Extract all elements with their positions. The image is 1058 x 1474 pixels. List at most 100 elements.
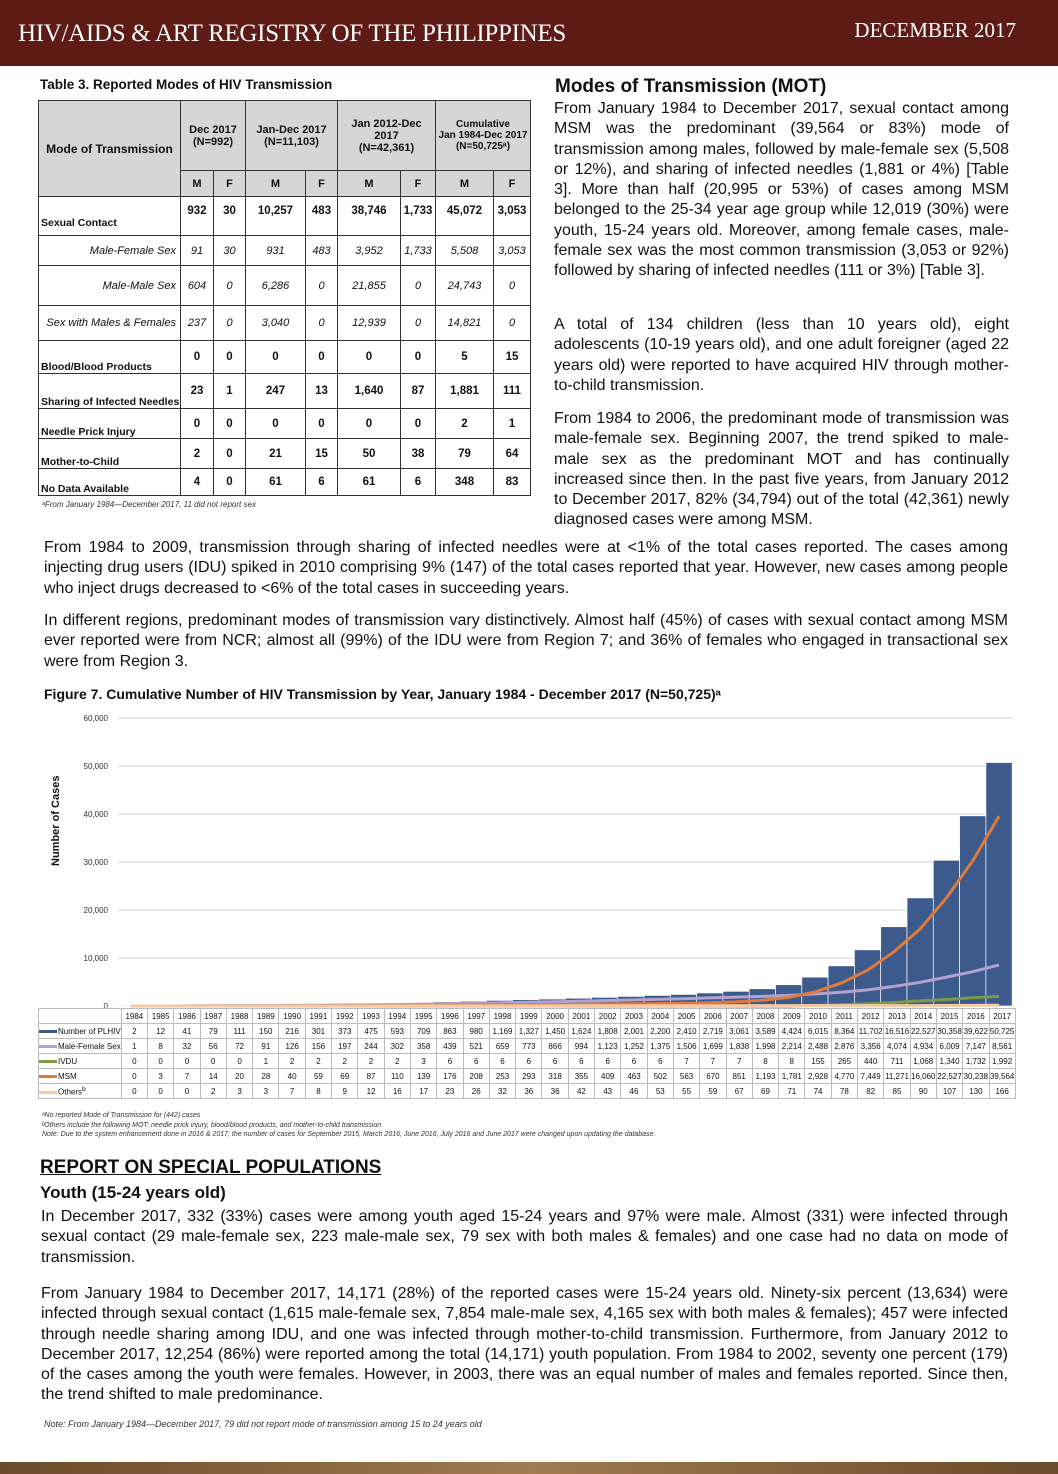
data-label: 46	[620, 1083, 648, 1099]
year-label: 2008	[751, 1008, 780, 1024]
table3-cell: 0	[213, 438, 246, 469]
legend-row: Number of PLHIV 2 12 41 79 111 150 216 301 373 475…	[38, 1023, 1016, 1039]
group-header: Dec 2017 (N=992)	[180, 100, 246, 171]
legend-label: Male-Female Sex	[58, 1041, 121, 1051]
year-label: 2015	[935, 1008, 964, 1024]
data-label: 2	[304, 1053, 333, 1069]
data-label: 502	[646, 1068, 674, 1084]
table3: Mode of Transmission Dec 2017 (N=992) Jan…	[38, 100, 531, 496]
year-label: 2004	[646, 1008, 674, 1024]
table3-cell: 1,733	[400, 235, 436, 266]
legend-label: MSM	[58, 1071, 77, 1081]
sex-header-m: M	[245, 170, 306, 197]
table3-cell: 111	[493, 373, 531, 409]
data-label: 301	[304, 1023, 333, 1039]
data-label: 6,009	[935, 1038, 964, 1054]
table3-cell: 604	[180, 265, 214, 306]
table3-cell: 15	[305, 438, 338, 469]
mot-paragraph-2: A total of 134 children (less than 10 ye…	[554, 316, 1009, 394]
data-label: 40	[278, 1068, 306, 1084]
table3-row: Needle Prick Injury 0 0 0 0 0 0 2 1	[38, 408, 531, 439]
year-label: 1999	[515, 1008, 543, 1024]
table3-cell: 0	[213, 408, 246, 439]
data-label: 7	[725, 1053, 753, 1069]
data-label: 475	[357, 1023, 385, 1039]
data-label: 22,527	[935, 1068, 964, 1084]
year-label: 1998	[488, 1008, 517, 1024]
table3-cell: 1	[493, 408, 531, 439]
table3-cell: 21,855	[337, 265, 401, 306]
data-label: 111	[225, 1023, 254, 1039]
data-label: 197	[331, 1038, 359, 1054]
data-label: 56	[199, 1038, 227, 1054]
table3-row: Male-Female Sex 91 30 931 483 3,952 1,733 5,508…	[38, 235, 531, 266]
table3-cell: 5,508	[435, 235, 494, 266]
legend-swatch	[39, 1074, 57, 1078]
data-label: 3,061	[725, 1023, 753, 1039]
data-label: 4,074	[883, 1038, 911, 1054]
table3-cell: 348	[435, 468, 494, 496]
data-label: 8	[751, 1053, 780, 1069]
data-label: 107	[935, 1083, 964, 1099]
data-label: 1,123	[594, 1038, 622, 1054]
data-label: 1	[252, 1053, 280, 1069]
row-label: Blood/Blood Products	[38, 340, 181, 374]
data-label: 1,068	[909, 1053, 937, 1069]
year-label: 2005	[672, 1008, 701, 1024]
table3-cell: 0	[305, 305, 338, 341]
data-label: 12	[357, 1083, 385, 1099]
data-label: 440	[857, 1053, 885, 1069]
data-label: 2,928	[804, 1068, 832, 1084]
bar-plhiv-2015	[932, 859, 960, 1007]
data-label: 358	[409, 1038, 438, 1054]
data-label: 17	[409, 1083, 438, 1099]
table3-row: No Data Available 4 0 61 6 61 6 348 83	[38, 468, 531, 496]
data-label: 1,732	[962, 1053, 990, 1069]
data-label: 1,450	[541, 1023, 569, 1039]
data-label: 409	[594, 1068, 622, 1084]
table3-cell: 61	[337, 468, 401, 496]
sex-header-f: F	[493, 170, 531, 197]
table3-cell: 0	[400, 305, 436, 341]
data-label: 4,770	[830, 1068, 859, 1084]
sex-header-m: M	[435, 170, 494, 197]
data-label: 7	[672, 1053, 701, 1069]
data-label: 866	[541, 1038, 569, 1054]
mot-paragraph-4: From 1984 to 2009, transmission through …	[44, 539, 1008, 597]
y-tick-label: 0	[104, 1002, 109, 1011]
table3-cell: 3,952	[337, 235, 401, 266]
table3-cell: 64	[493, 438, 531, 469]
year-label: 1988	[225, 1008, 254, 1024]
data-label: 563	[672, 1068, 701, 1084]
row-label: Sharing of Infected Needles	[38, 373, 181, 409]
data-label: 1,624	[567, 1023, 596, 1039]
data-label: 293	[515, 1068, 543, 1084]
table3-cell: 0	[245, 340, 306, 374]
year-label: 1990	[278, 1008, 306, 1024]
table3-cell: 247	[245, 373, 306, 409]
group-header: Jan-Dec 2017 (N=11,103)	[245, 100, 338, 171]
data-label: 2,200	[646, 1023, 674, 1039]
year-label: 2002	[594, 1008, 622, 1024]
data-label: 851	[725, 1068, 753, 1084]
data-label: 59	[699, 1083, 727, 1099]
data-label: 126	[278, 1038, 306, 1054]
data-label: 8	[778, 1053, 806, 1069]
data-label: 7,449	[857, 1068, 885, 1084]
table3-cell: 38	[400, 438, 436, 469]
year-label: 2012	[857, 1008, 885, 1024]
data-label: 30,238	[962, 1068, 990, 1084]
table3-cell: 91	[180, 235, 214, 266]
chart-note-a: ᵃNo reported Mode of Transmission for (4…	[42, 1112, 201, 1119]
table3-cell: 3,053	[493, 196, 531, 236]
table3-cell: 24,743	[435, 265, 494, 306]
table3-cell: 10,257	[245, 196, 306, 236]
data-label: 7	[699, 1053, 727, 1069]
table3-cell: 483	[305, 235, 338, 266]
data-label: 265	[830, 1053, 859, 1069]
table3-cell: 6,286	[245, 265, 306, 306]
data-label: 1,327	[515, 1023, 543, 1039]
data-label: 72	[225, 1038, 254, 1054]
data-label: 6	[515, 1053, 543, 1069]
data-label: 1,169	[488, 1023, 517, 1039]
